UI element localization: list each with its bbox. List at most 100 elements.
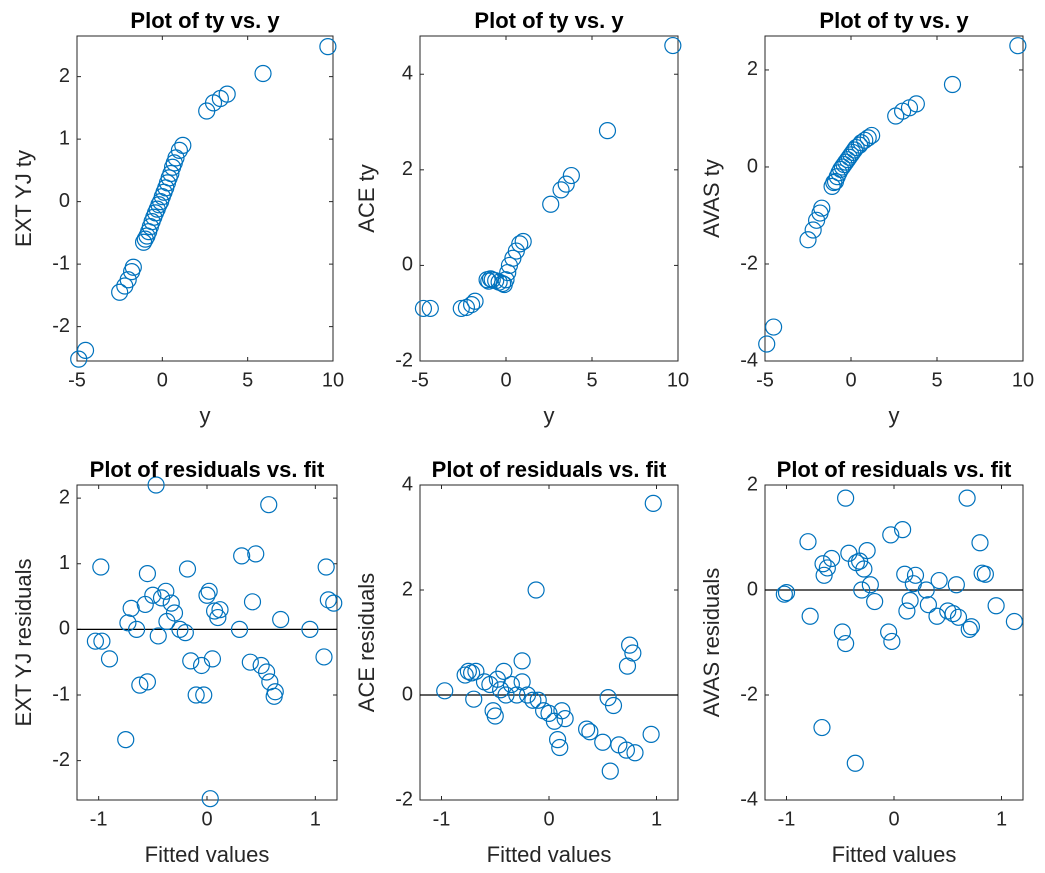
chart-title: Plot of residuals vs. fit	[432, 457, 667, 482]
point	[578, 720, 596, 738]
point	[325, 594, 343, 612]
point	[209, 608, 227, 627]
point	[218, 85, 236, 103]
point	[203, 650, 222, 668]
point	[495, 662, 513, 680]
point	[241, 653, 259, 671]
point	[861, 576, 879, 594]
point	[664, 36, 682, 55]
point	[319, 38, 337, 56]
point	[122, 599, 140, 617]
point	[119, 614, 137, 632]
point	[146, 204, 165, 222]
x-axis-label: y	[544, 403, 555, 428]
point	[919, 596, 938, 614]
point	[562, 166, 580, 185]
point	[138, 673, 157, 691]
point	[230, 620, 249, 638]
point	[195, 686, 213, 704]
x-tick-label: -1	[433, 808, 451, 830]
point	[601, 762, 619, 780]
y-tick-label: 0	[747, 155, 758, 177]
point	[466, 292, 484, 310]
x-tick-label: -5	[68, 369, 86, 391]
point	[92, 558, 110, 576]
point	[962, 618, 981, 636]
point	[493, 274, 512, 293]
point	[513, 652, 531, 670]
point	[1005, 612, 1024, 631]
point	[866, 592, 884, 611]
point	[814, 555, 832, 573]
point	[818, 559, 836, 577]
axes-box	[76, 35, 334, 362]
point	[192, 656, 211, 675]
x-axis-label: Fitted values	[487, 842, 612, 867]
chart-title: Plot of ty vs. y	[474, 8, 624, 33]
point	[176, 624, 194, 642]
point	[813, 199, 831, 217]
point	[553, 702, 571, 720]
point	[551, 738, 569, 757]
point	[301, 620, 319, 638]
point	[896, 565, 914, 583]
point	[529, 691, 547, 709]
point	[252, 656, 270, 675]
x-tick-label: 10	[1012, 369, 1034, 391]
point	[557, 175, 575, 193]
point	[147, 476, 165, 494]
y-axis-label: EXT YJ residuals	[11, 559, 36, 727]
y-axis-label: AVAS residuals	[699, 568, 724, 718]
x-tick-label: 0	[201, 808, 212, 830]
point	[850, 136, 869, 154]
x-tick-label: 1	[651, 808, 662, 830]
point	[917, 581, 935, 599]
y-tick-label: -2	[740, 683, 758, 705]
point	[833, 623, 852, 641]
point	[971, 534, 989, 552]
point	[775, 585, 793, 603]
y-tick-label: 0	[59, 618, 70, 640]
y-tick-label: -2	[395, 349, 413, 371]
subplot: -1 0 1 -2 0 2 4 Plot of residuals vs. fit Fitted…	[354, 457, 679, 867]
point	[901, 591, 919, 610]
point	[859, 129, 877, 147]
point	[815, 566, 833, 584]
x-tick-label: -5	[411, 369, 429, 391]
point	[863, 126, 881, 145]
point	[144, 586, 162, 604]
y-tick-label: 2	[402, 158, 413, 180]
point	[171, 620, 189, 638]
point	[758, 335, 776, 353]
point	[502, 675, 520, 694]
point	[136, 230, 154, 248]
point	[174, 136, 192, 154]
x-tick-label: 0	[888, 808, 899, 830]
x-tick-label: 0	[500, 369, 511, 391]
point	[86, 632, 105, 650]
point	[837, 489, 855, 507]
y-tick-label: -4	[740, 349, 758, 371]
point	[799, 231, 817, 249]
point	[76, 341, 95, 359]
point	[170, 141, 188, 159]
point	[906, 566, 925, 584]
axes-box	[764, 484, 1024, 801]
y-axis-label: AVAS ty	[699, 159, 724, 238]
x-tick-label: 5	[931, 369, 942, 391]
point	[976, 565, 994, 583]
point	[898, 602, 916, 620]
point	[556, 710, 574, 728]
point	[486, 707, 504, 725]
point	[801, 607, 819, 625]
point	[119, 271, 137, 289]
y-tick-label: 0	[402, 254, 413, 276]
y-tick-label: 4	[402, 63, 413, 85]
point	[187, 686, 205, 704]
point	[150, 196, 168, 214]
point	[457, 298, 476, 317]
point	[157, 582, 175, 600]
point	[598, 122, 617, 140]
